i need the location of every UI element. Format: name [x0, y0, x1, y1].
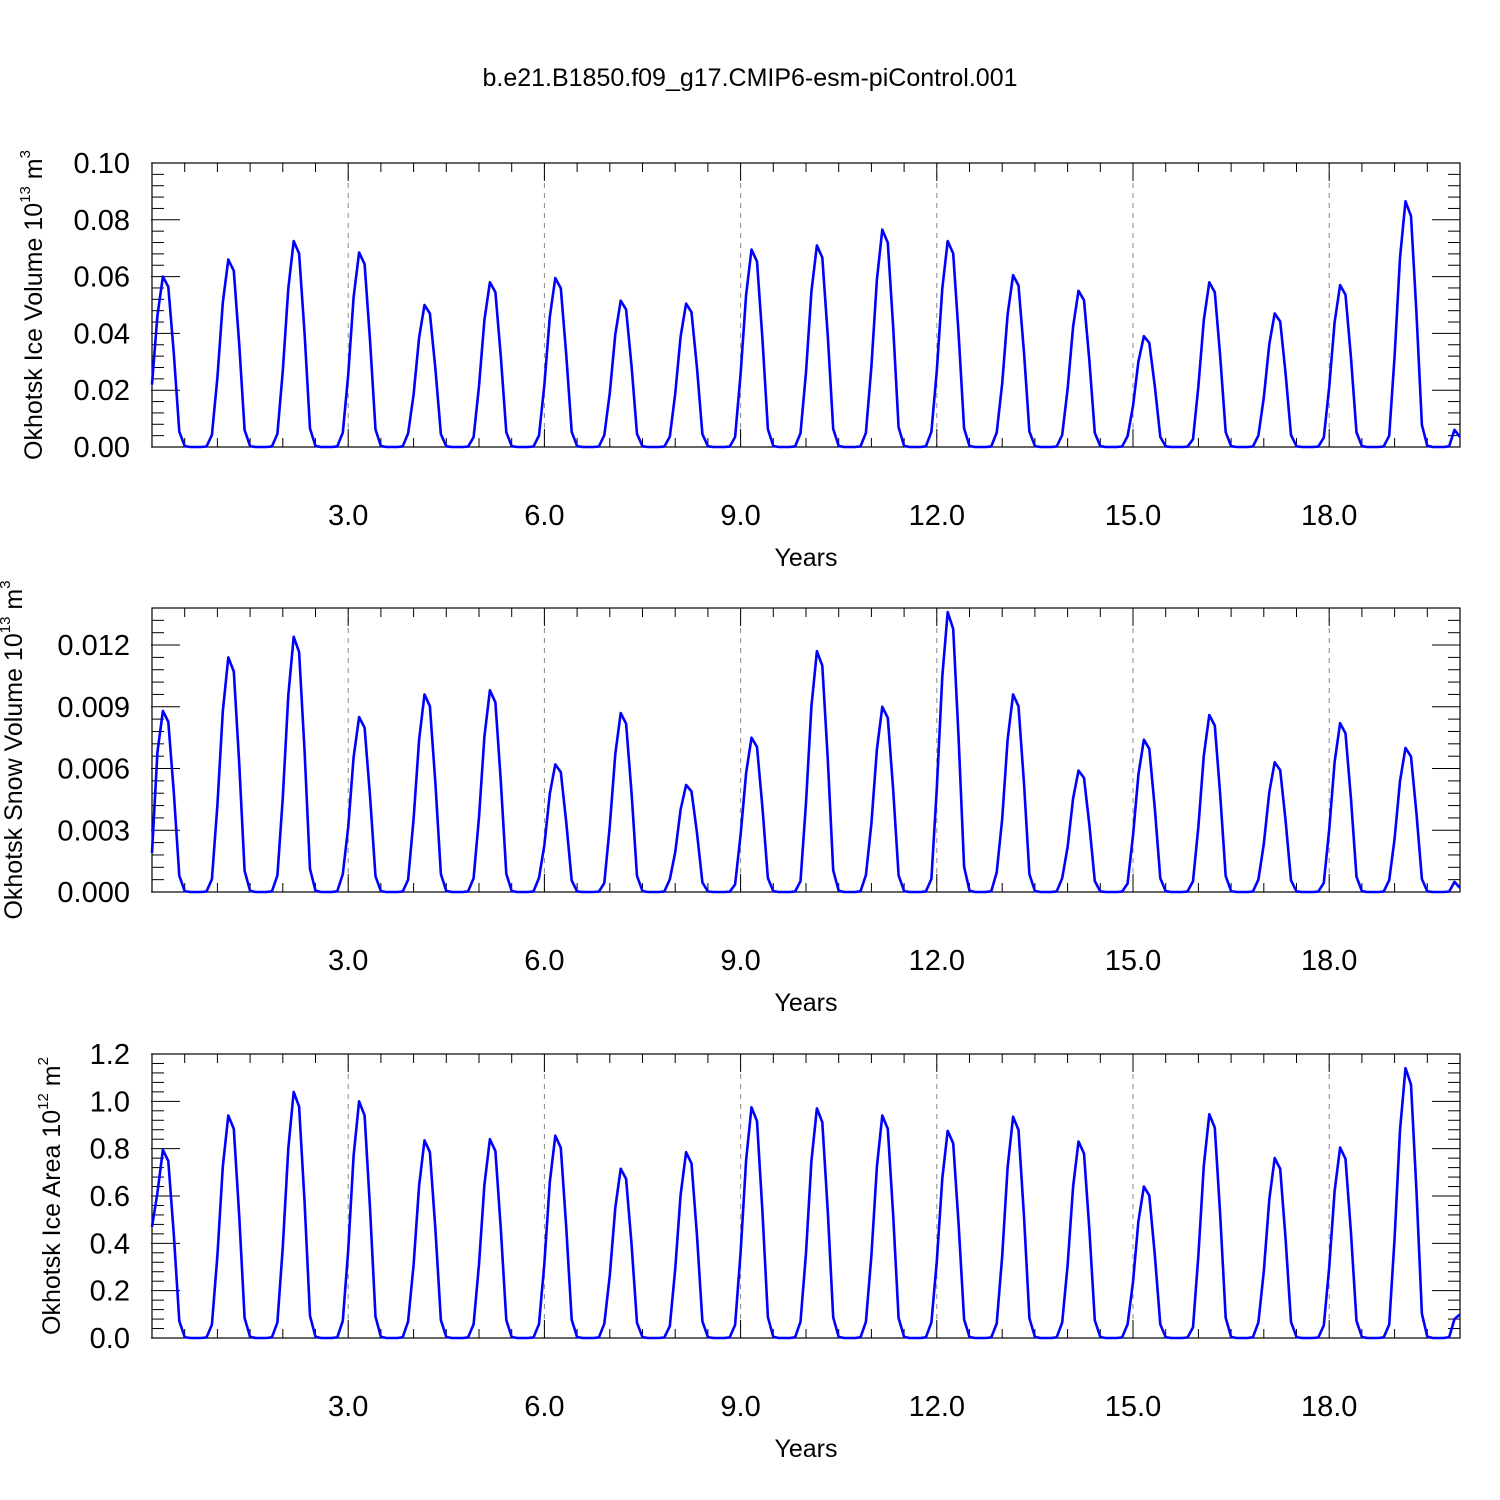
x-tick-label: 18.0 [1301, 945, 1357, 977]
panel-2: 0.000 0.003 0.006 0.009 0.012 3.0 6.0 9.0 12.0 15… [0, 580, 1461, 1017]
y-axis-label-text: Okhotsk Ice Area 10 [38, 1110, 66, 1335]
y-tick-label: 1.0 [90, 1086, 130, 1118]
x-axis-label: Years [774, 1435, 837, 1463]
x-tick-label: 18.0 [1301, 1391, 1357, 1423]
y-axis-label: Okhotsk Ice Area 1012 m2 [35, 1057, 66, 1335]
y-tick-label: 0.6 [90, 1181, 130, 1213]
y-axis-label-exponent: 2 [35, 1057, 52, 1065]
x-tick-label: 15.0 [1105, 500, 1161, 532]
plot-frame [151, 607, 1461, 893]
x-axis-label: Years [774, 989, 837, 1017]
series-line [150, 200, 1462, 449]
y-axis-label-text: m [0, 589, 28, 617]
y-tick-label: 0.4 [90, 1228, 130, 1260]
series-line [150, 1066, 1461, 1340]
y-tick-label: 0.006 [57, 754, 130, 786]
y-tick-label: 0.02 [74, 375, 130, 407]
panels: 0.000.020.040.060.080.103.0 6.0 9.0 12.0 15.… [0, 148, 1462, 1463]
series-line [150, 610, 1461, 894]
y-axis-label-exponent: 13 [17, 186, 34, 203]
y-axis-label-text: Okhotsk Snow Volume 10 [0, 633, 28, 919]
y-tick-label: 0.04 [74, 318, 130, 350]
panel-1: 0.00 0.02 0.04 0.06 0.08 0.10 3.0 6.0 9.0 12.0 15.… [17, 148, 1462, 572]
y-tick-label: 1.2 [90, 1039, 130, 1071]
x-tick-label: 6.0 [524, 1391, 564, 1423]
y-axis-label: Okhotsk Snow Volume 1013 m3 [0, 580, 28, 919]
y-tick-label: 0.012 [57, 630, 130, 662]
y-tick-label: 0.0 [90, 1323, 130, 1355]
y-tick-label: 0.08 [74, 205, 130, 237]
plot-frame [151, 1053, 1461, 1339]
plot-frame [151, 162, 1461, 448]
x-tick-label: 9.0 [720, 1391, 760, 1423]
x-tick-label: 3.0 [328, 945, 368, 977]
y-tick-label: 0.2 [90, 1276, 130, 1308]
y-axis-label: Okhotsk Ice Volume 1013 m3 [17, 150, 48, 460]
y-axis-label-exponent: 12 [35, 1093, 52, 1110]
x-tick-label: 9.0 [720, 500, 760, 532]
y-axis-label-text: m [20, 158, 48, 186]
x-tick-label: 12.0 [909, 945, 965, 977]
y-axis-label-exponent: 13 [0, 617, 14, 634]
x-tick-label: 3.0 [328, 500, 368, 532]
y-tick-label: 0.06 [74, 262, 130, 294]
y-axis-label-text: m [38, 1065, 66, 1093]
y-axis-label-text: Okhotsk Ice Volume 10 [20, 203, 48, 460]
y-axis-label-exponent: 3 [0, 580, 14, 588]
y-tick-label: 0.000 [57, 877, 130, 909]
x-tick-label: 9.0 [720, 945, 760, 977]
x-tick-label: 6.0 [524, 945, 564, 977]
y-tick-label: 0.10 [74, 148, 130, 180]
y-tick-label: 0.003 [57, 815, 130, 847]
x-tick-label: 12.0 [909, 500, 965, 532]
x-tick-label: 3.0 [328, 1391, 368, 1423]
x-tick-label: 15.0 [1105, 945, 1161, 977]
chart-title: b.e21.B1850.f09_g17.CMIP6-esm-piControl.… [482, 64, 1017, 92]
x-tick-label: 12.0 [909, 1391, 965, 1423]
panel-3: 0.0 0.2 0.4 0.6 0.8 1.0 1.2 3.0 6.0 9.0 12.0 15.0 18… [35, 1039, 1461, 1463]
y-tick-label: 0.8 [90, 1134, 130, 1166]
x-tick-label: 18.0 [1301, 500, 1357, 532]
x-tick-label: 6.0 [524, 500, 564, 532]
x-tick-label: 15.0 [1105, 1391, 1161, 1423]
y-tick-label: 0.00 [74, 432, 130, 464]
y-tick-label: 0.009 [57, 692, 130, 724]
y-axis-label-exponent: 3 [17, 150, 34, 158]
x-axis-label: Years [774, 544, 837, 572]
